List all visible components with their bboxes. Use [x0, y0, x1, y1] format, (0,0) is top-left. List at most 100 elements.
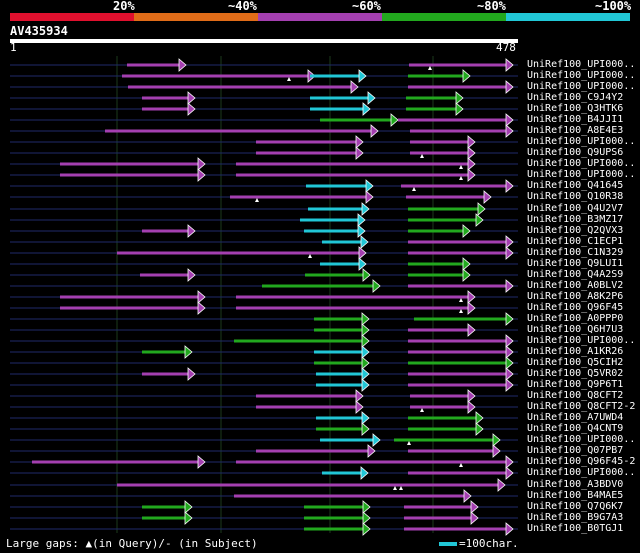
alignment-segment[interactable] [142, 505, 186, 509]
alignment-segment[interactable] [316, 416, 363, 420]
alignment-segment[interactable] [127, 63, 180, 67]
alignment-segment[interactable] [236, 173, 469, 177]
alignment-segment[interactable] [122, 74, 309, 78]
hit-label[interactable]: UniRef100_Q8CFT2 [527, 390, 624, 401]
hit-label[interactable]: UniRef100_UPI000.. [527, 158, 636, 169]
alignment-segment[interactable] [314, 328, 363, 332]
hit-label[interactable]: UniRef100_Q9P6T1 [527, 379, 624, 390]
alignment-segment[interactable] [408, 218, 477, 222]
hit-label[interactable]: UniRef100_B4MAE5 [527, 490, 624, 501]
alignment-segment[interactable] [408, 361, 507, 365]
alignment-segment[interactable] [322, 240, 362, 244]
alignment-segment[interactable] [410, 140, 469, 144]
hit-label[interactable]: UniRef100_A8E4E3 [527, 125, 624, 136]
alignment-segment[interactable] [304, 229, 359, 233]
alignment-segment[interactable] [236, 306, 469, 310]
hit-label[interactable]: UniRef100_Q4U2V7 [527, 203, 624, 214]
hit-label[interactable]: UniRef100_UPI000.. [527, 59, 636, 70]
alignment-segment[interactable] [314, 350, 363, 354]
alignment-segment[interactable] [394, 438, 494, 442]
alignment-segment[interactable] [322, 471, 362, 475]
hit-label[interactable]: UniRef100_Q6H7U3 [527, 324, 624, 335]
alignment-segment[interactable] [320, 262, 360, 266]
hit-label[interactable]: UniRef100_UPI000.. [527, 70, 636, 81]
hit-label[interactable]: UniRef100_Q07PB7 [527, 445, 624, 456]
alignment-segment[interactable] [142, 350, 186, 354]
hit-label[interactable]: UniRef100_B4JJI1 [527, 114, 624, 125]
alignment-segment[interactable] [256, 405, 357, 409]
hit-label[interactable]: UniRef100_Q5VR02 [527, 368, 624, 379]
alignment-segment[interactable] [404, 505, 472, 509]
hit-label[interactable]: UniRef100_UPI000.. [527, 335, 636, 346]
alignment-segment[interactable] [408, 85, 507, 89]
hit-label[interactable]: UniRef100_Q10R38 [527, 191, 624, 202]
alignment-segment[interactable] [408, 207, 479, 211]
alignment-segment[interactable] [234, 339, 363, 343]
hit-label[interactable]: UniRef100_Q9UPS6 [527, 147, 624, 158]
alignment-segment[interactable] [409, 63, 507, 67]
alignment-segment[interactable] [300, 218, 359, 222]
alignment-segment[interactable] [230, 195, 367, 199]
alignment-segment[interactable] [142, 516, 186, 520]
hit-label[interactable]: UniRef100_B0TGJ1 [527, 523, 624, 534]
alignment-segment[interactable] [262, 284, 374, 288]
alignment-segment[interactable] [406, 96, 457, 100]
alignment-segment[interactable] [404, 527, 507, 531]
alignment-segment[interactable] [308, 207, 363, 211]
hit-label[interactable]: UniRef100_Q7Q6K7 [527, 501, 624, 512]
alignment-segment[interactable] [410, 405, 469, 409]
hit-label[interactable]: UniRef100_C1ECP1 [527, 236, 624, 247]
hit-label[interactable]: UniRef100_B3MZ17 [527, 214, 624, 225]
alignment-segment[interactable] [398, 118, 507, 122]
alignment-segment[interactable] [408, 416, 477, 420]
alignment-segment[interactable] [117, 251, 360, 255]
hit-label[interactable]: UniRef100_A1KR26 [527, 346, 624, 357]
hit-label[interactable]: UniRef100_C9J4Y2 [527, 92, 624, 103]
alignment-segment[interactable] [408, 284, 507, 288]
alignment-segment[interactable] [140, 273, 189, 277]
hit-label[interactable]: UniRef100_Q96F45 [527, 302, 624, 313]
alignment-segment[interactable] [320, 118, 392, 122]
alignment-segment[interactable] [414, 317, 507, 321]
alignment-segment[interactable] [316, 372, 363, 376]
alignment-segment[interactable] [304, 527, 364, 531]
alignment-segment[interactable] [408, 240, 507, 244]
alignment-segment[interactable] [32, 460, 199, 464]
alignment-segment[interactable] [256, 394, 357, 398]
alignment-segment[interactable] [60, 162, 199, 166]
alignment-segment[interactable] [60, 306, 199, 310]
alignment-segment[interactable] [316, 383, 363, 387]
alignment-segment[interactable] [236, 295, 469, 299]
alignment-segment[interactable] [408, 328, 469, 332]
alignment-segment[interactable] [256, 140, 357, 144]
alignment-segment[interactable] [236, 460, 507, 464]
hit-label[interactable]: UniRef100_Q2QVX3 [527, 225, 624, 236]
hit-label[interactable]: UniRef100_Q4CNT9 [527, 423, 624, 434]
alignment-segment[interactable] [142, 96, 189, 100]
alignment-segment[interactable] [408, 339, 507, 343]
hit-label[interactable]: UniRef100_Q9LUI1 [527, 258, 624, 269]
alignment-segment[interactable] [410, 129, 507, 133]
hit-label[interactable]: UniRef100_UPI000.. [527, 434, 636, 445]
hit-label[interactable]: UniRef100_Q3HTK6 [527, 103, 624, 114]
alignment-segment[interactable] [60, 295, 199, 299]
alignment-segment[interactable] [142, 107, 189, 111]
alignment-segment[interactable] [401, 184, 507, 188]
alignment-segment[interactable] [408, 251, 507, 255]
alignment-segment[interactable] [305, 273, 364, 277]
hit-label[interactable]: UniRef100_A3BDV0 [527, 479, 624, 490]
alignment-segment[interactable] [234, 494, 465, 498]
alignment-segment[interactable] [236, 162, 469, 166]
alignment-segment[interactable] [408, 383, 507, 387]
alignment-segment[interactable] [256, 151, 357, 155]
alignment-segment[interactable] [408, 273, 464, 277]
alignment-segment[interactable] [408, 229, 464, 233]
hit-label[interactable]: UniRef100_Q96F45-2 [527, 456, 636, 467]
hit-label[interactable]: UniRef100_A8K2P6 [527, 291, 624, 302]
alignment-segment[interactable] [404, 516, 472, 520]
alignment-segment[interactable] [408, 372, 507, 376]
hit-label[interactable]: UniRef100_UPI000.. [527, 467, 636, 478]
alignment-segment[interactable] [310, 96, 369, 100]
hit-label[interactable]: UniRef100_B9G7A3 [527, 512, 624, 523]
hit-label[interactable]: UniRef100_UPI000.. [527, 81, 636, 92]
